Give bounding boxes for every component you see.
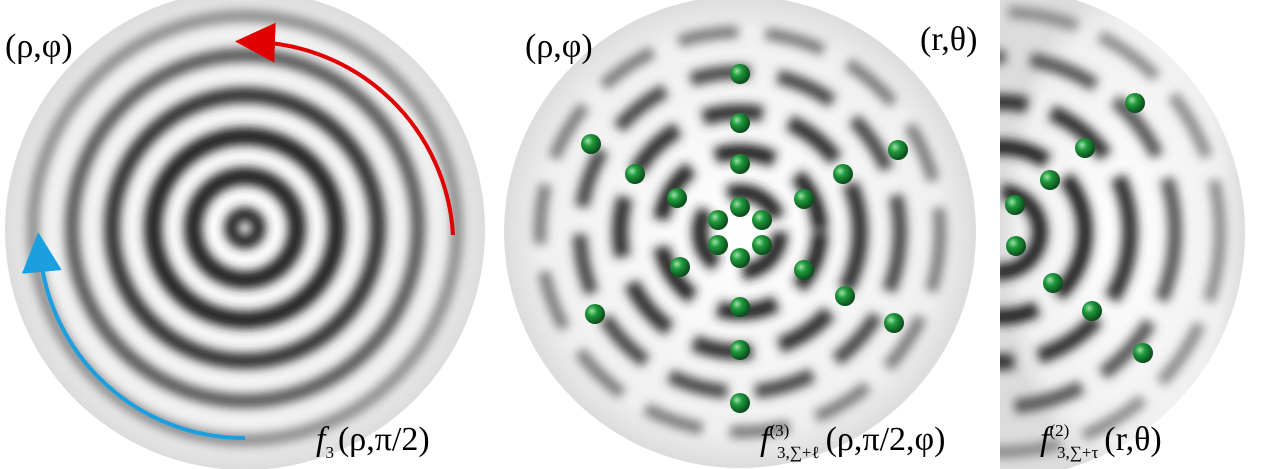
fn-sub: 3,∑+ℓ <box>777 443 820 462</box>
atom <box>1133 343 1153 363</box>
fn-sub: 3,∑+τ <box>1057 443 1098 462</box>
coord-label: (ρ,φ) <box>5 28 73 65</box>
atom <box>730 248 750 268</box>
atom <box>585 304 605 324</box>
fn-args: (ρ,π/2) <box>338 421 430 458</box>
coord-label: (ρ,φ) <box>525 28 593 65</box>
atom <box>794 189 814 209</box>
fn-sup: (2) <box>1049 421 1069 440</box>
atom <box>833 164 853 184</box>
fn-sub: 3 <box>325 443 334 462</box>
atom <box>708 235 728 255</box>
atom <box>730 154 750 174</box>
atom <box>730 297 750 317</box>
panel-2: (ρ,φ) f(3)3,∑+ℓ(ρ,π/2,φ) <box>504 0 976 468</box>
atom <box>581 134 601 154</box>
atom <box>730 197 750 217</box>
atom <box>730 393 750 413</box>
atom <box>884 313 904 333</box>
atom <box>730 113 750 133</box>
figure: (ρ,φ) f3(ρ,π/2) (ρ,φ) f(3)3,∑+ℓ(ρ,π/2,φ)… <box>0 0 1263 469</box>
atom <box>1006 236 1026 256</box>
atom <box>1043 273 1063 293</box>
fn-args: (r,θ) <box>1104 421 1161 458</box>
atom <box>1005 195 1025 215</box>
atom <box>1082 301 1102 321</box>
atom <box>752 210 772 230</box>
atom <box>625 164 645 184</box>
atom <box>1075 138 1095 158</box>
atom <box>1040 170 1060 190</box>
atom <box>730 64 750 84</box>
panel-1: (ρ,φ) f3(ρ,π/2) <box>5 0 485 469</box>
fn-sup: (3) <box>769 421 789 440</box>
atom <box>670 257 690 277</box>
coord-label: (r,θ) <box>920 21 977 58</box>
atom <box>1125 93 1145 113</box>
fn-args: (ρ,π/2,φ) <box>826 421 946 458</box>
atom <box>730 340 750 360</box>
atom <box>752 235 772 255</box>
atom <box>794 260 814 280</box>
atom <box>888 140 908 160</box>
atom <box>835 286 855 306</box>
atom <box>667 188 687 208</box>
atom <box>708 210 728 230</box>
